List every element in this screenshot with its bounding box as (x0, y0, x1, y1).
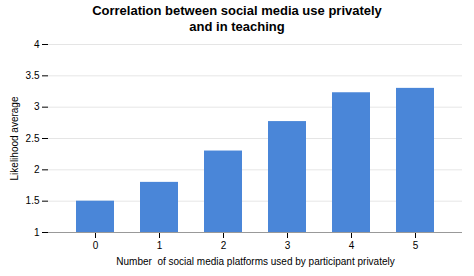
svg-text:1: 1 (157, 240, 163, 251)
svg-text:3.5: 3.5 (26, 70, 40, 81)
svg-text:1: 1 (34, 227, 40, 238)
svg-text:3: 3 (34, 102, 40, 113)
html-text:Correlation between social med: Correlation between social media use pri… (92, 3, 382, 34)
svg-text:Number of social media platfo: Number of social media platforms used by… (116, 256, 394, 267)
svg-text:4: 4 (349, 240, 355, 251)
svg-text:2: 2 (221, 240, 227, 251)
svg-text:2.5: 2.5 (26, 133, 40, 144)
svg-text:2: 2 (34, 164, 40, 175)
svg-text:0: 0 (93, 240, 99, 251)
svg-text:Likelihood average: Likelihood average (9, 96, 20, 180)
svg-text:3: 3 (285, 240, 291, 251)
svg-text:5: 5 (413, 240, 419, 251)
svg-text:4: 4 (34, 39, 40, 50)
svg-text:1.5: 1.5 (26, 196, 40, 207)
